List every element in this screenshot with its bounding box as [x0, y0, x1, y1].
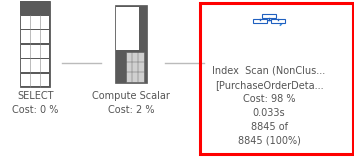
Bar [115, 5, 147, 83]
Text: Compute Scalar
Cost: 2 %: Compute Scalar Cost: 2 % [92, 91, 170, 115]
Bar [21, 1, 51, 87]
Bar [22, 59, 50, 72]
Text: Index  Scan (NonClus...
[PurchaseOrderDeta...
Cost: 98 %
0.033s
8845 of
8845 (10: Index Scan (NonClus... [PurchaseOrderDet… [212, 66, 326, 146]
Bar [22, 30, 50, 43]
Bar [253, 19, 267, 23]
Bar [200, 3, 353, 154]
Text: SELECT
Cost: 0 %: SELECT Cost: 0 % [12, 91, 59, 115]
Bar [22, 16, 50, 29]
Bar [262, 14, 276, 18]
Bar [116, 7, 139, 50]
Bar [126, 52, 144, 82]
Bar [22, 73, 50, 86]
Bar [271, 19, 285, 23]
Bar [22, 45, 50, 58]
Bar [21, 1, 51, 15]
